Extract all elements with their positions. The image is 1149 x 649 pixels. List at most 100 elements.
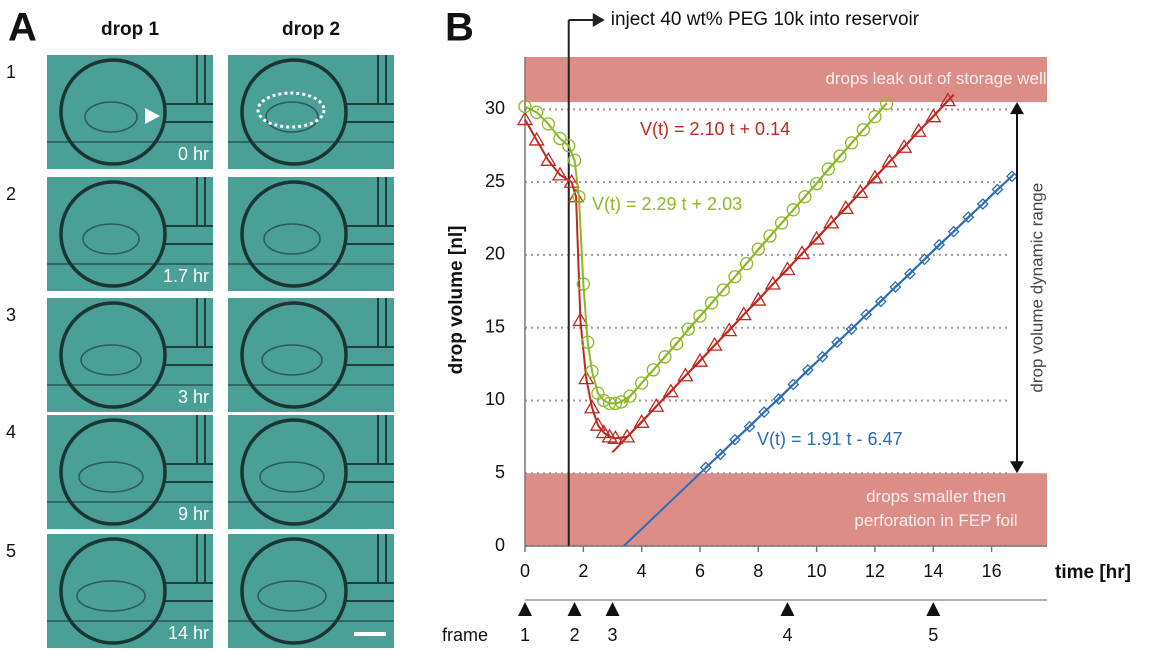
y-tick-label: 10 bbox=[485, 389, 505, 409]
marker bbox=[1006, 170, 1018, 183]
frame-marker bbox=[926, 602, 941, 616]
x-tick-label: 0 bbox=[520, 561, 530, 581]
y-tick-label: 30 bbox=[485, 98, 505, 118]
series-line bbox=[524, 99, 949, 440]
band-label: drops leak out of storage well bbox=[825, 69, 1046, 88]
panel-label: B bbox=[445, 6, 474, 50]
series-line bbox=[705, 175, 1013, 469]
marker bbox=[856, 123, 870, 137]
storage-well bbox=[240, 180, 348, 288]
y-tick-label: 20 bbox=[485, 244, 505, 264]
marker bbox=[693, 309, 707, 323]
marker bbox=[567, 153, 582, 167]
marker bbox=[904, 267, 916, 280]
micrograph bbox=[47, 55, 213, 169]
marker bbox=[699, 461, 712, 474]
marker bbox=[743, 420, 756, 433]
fit-equation: V(t) = 1.91 t - 6.47 bbox=[757, 429, 903, 449]
marker bbox=[918, 253, 931, 266]
micrograph bbox=[47, 177, 213, 291]
marker bbox=[662, 383, 679, 398]
droplet bbox=[265, 101, 319, 133]
pointer-arrow bbox=[145, 108, 160, 124]
y-tick-label: 15 bbox=[485, 316, 505, 336]
droplet bbox=[82, 223, 140, 255]
marker bbox=[607, 430, 624, 444]
micrograph bbox=[228, 415, 394, 529]
marker bbox=[976, 198, 989, 210]
storage-well bbox=[59, 301, 167, 409]
marker bbox=[868, 110, 882, 124]
marker bbox=[608, 396, 623, 411]
storage-well bbox=[240, 301, 348, 409]
row-number: 1 bbox=[6, 62, 16, 82]
storage-well bbox=[59, 418, 167, 526]
x-tick-label: 16 bbox=[982, 561, 1002, 581]
frame-marker bbox=[567, 602, 582, 616]
frame-label: frame bbox=[442, 625, 488, 645]
marker bbox=[528, 131, 545, 146]
marker bbox=[786, 203, 800, 217]
marker bbox=[774, 216, 789, 230]
marker bbox=[562, 139, 576, 153]
marker bbox=[572, 190, 586, 204]
fit-equation: V(t) = 2.29 t + 2.03 bbox=[592, 194, 742, 214]
marker bbox=[583, 399, 601, 414]
micrograph bbox=[228, 534, 394, 648]
frame-marker bbox=[780, 602, 795, 616]
marker bbox=[729, 433, 741, 446]
marker bbox=[947, 225, 960, 238]
marker bbox=[798, 190, 812, 204]
y-axis-title: drop volume [nl] bbox=[446, 226, 467, 375]
frame-number: 1 bbox=[520, 625, 530, 645]
marker bbox=[895, 138, 913, 153]
frame-marker bbox=[605, 602, 620, 616]
marker bbox=[881, 153, 898, 168]
marker bbox=[758, 406, 771, 419]
marker bbox=[910, 122, 927, 137]
band bbox=[525, 57, 1047, 103]
x-tick-label: 12 bbox=[865, 561, 885, 581]
marker bbox=[808, 230, 825, 245]
time-label: 0 hr bbox=[178, 144, 209, 164]
marker bbox=[879, 96, 894, 111]
droplet bbox=[84, 101, 138, 133]
marker bbox=[962, 211, 975, 224]
micrograph bbox=[47, 298, 213, 412]
marker bbox=[618, 428, 636, 443]
marker bbox=[860, 308, 873, 321]
time-label: 14 hr bbox=[168, 623, 209, 643]
marker bbox=[772, 393, 785, 405]
marker bbox=[714, 448, 727, 461]
fit-equation: V(t) = 2.10 t + 0.14 bbox=[640, 119, 790, 139]
marker bbox=[563, 173, 580, 188]
marker bbox=[553, 131, 567, 146]
droplet bbox=[76, 580, 146, 612]
marker bbox=[939, 92, 956, 107]
time-label: 1.7 hr bbox=[163, 266, 209, 286]
marker bbox=[691, 352, 709, 367]
y-tick-label: 5 bbox=[495, 462, 505, 482]
storage-well bbox=[59, 58, 167, 166]
column-title: drop 1 bbox=[101, 19, 159, 40]
x-tick-label: 8 bbox=[753, 561, 763, 581]
marker bbox=[595, 424, 612, 439]
marker bbox=[831, 336, 843, 349]
marker bbox=[763, 229, 777, 243]
arrow-head bbox=[592, 13, 605, 27]
marker bbox=[578, 370, 595, 385]
arrow-head bbox=[1010, 102, 1024, 115]
marker bbox=[585, 364, 599, 379]
marker bbox=[787, 378, 800, 391]
x-tick-label: 2 bbox=[578, 561, 588, 581]
series-line bbox=[524, 102, 888, 405]
marker bbox=[716, 283, 730, 297]
band-label: perforation in FEP foil bbox=[854, 511, 1017, 530]
marker bbox=[837, 200, 854, 215]
marker bbox=[623, 389, 637, 403]
marker bbox=[823, 214, 840, 229]
marker bbox=[866, 169, 884, 184]
x-tick-label: 6 bbox=[695, 561, 705, 581]
